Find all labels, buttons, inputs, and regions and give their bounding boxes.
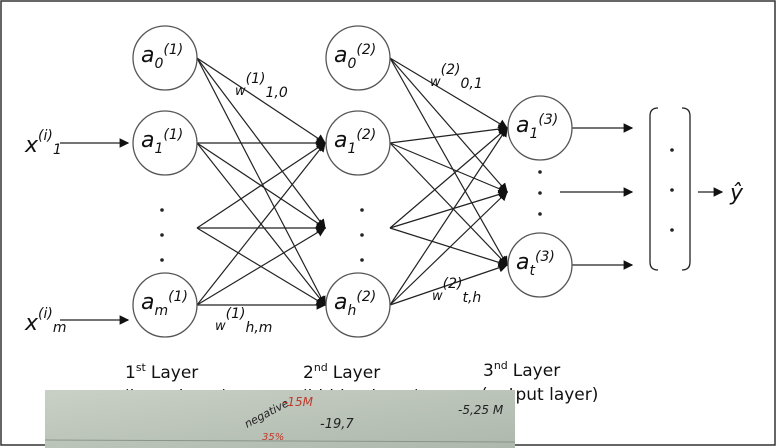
photo-note: -5,25 M	[458, 403, 504, 417]
edge	[390, 58, 507, 192]
weight-label: w(2)t,h	[432, 276, 481, 306]
ellipsis-dot	[360, 233, 364, 237]
layer-num: 2	[303, 363, 314, 383]
diagram: a0(1)a1(1)am(1)a0(2)a1(2)ah(2)a1(3)at(3)…	[0, 0, 781, 448]
layer-name: Layer	[513, 361, 560, 381]
photo-note: -19,7	[320, 417, 354, 432]
sub: 0	[154, 56, 163, 72]
ellipsis-dot	[160, 258, 164, 262]
ellipsis-dot	[670, 148, 674, 152]
input-label: x(i)m	[24, 306, 67, 336]
sub: m	[154, 303, 168, 319]
edge	[390, 143, 507, 192]
sup: (i)	[38, 128, 53, 144]
layer-title: 1st Layer	[125, 361, 198, 383]
sup: (1)	[226, 306, 246, 322]
base: a	[516, 113, 529, 138]
sup: (1)	[246, 71, 266, 87]
sup: (1)	[168, 289, 188, 305]
sub: t,h	[462, 290, 481, 306]
sup: (2)	[356, 289, 376, 305]
layer-num: 3	[483, 361, 494, 381]
layer-name: Layer	[333, 363, 380, 383]
sub: h,m	[245, 320, 272, 336]
photo-note: 35%	[262, 432, 284, 443]
input-label: x(i)1	[24, 128, 62, 158]
ellipsis-dot	[160, 208, 164, 212]
ellipsis-dot	[360, 208, 364, 212]
base: x	[24, 311, 39, 336]
base: a	[141, 290, 154, 315]
sup: (2)	[443, 276, 463, 292]
ellipsis-dot	[670, 228, 674, 232]
base: a	[334, 43, 347, 68]
edge	[390, 128, 507, 228]
base: x	[24, 133, 39, 158]
base: a	[516, 250, 529, 275]
edge	[197, 58, 325, 305]
weight-label: w(1)h,m	[215, 306, 272, 336]
weight-label: w(2)0,1	[430, 62, 483, 92]
base: a	[141, 43, 154, 68]
layer-suffix: nd	[314, 361, 328, 374]
sub: 0	[347, 56, 356, 72]
layer-title: 2nd Layer	[303, 361, 380, 383]
base: w	[215, 319, 226, 334]
photo-note: -15M	[283, 395, 314, 409]
sub: t	[529, 263, 535, 279]
sup: (2)	[441, 62, 461, 78]
sup: (3)	[535, 249, 555, 265]
layer-title: 3nd Layer	[483, 359, 560, 381]
edge	[390, 128, 507, 143]
edge	[390, 192, 507, 228]
base: w	[235, 84, 246, 99]
layer-name: Layer	[151, 363, 198, 383]
base: a	[334, 290, 347, 315]
layer-suffix: nd	[494, 359, 508, 372]
bracket	[650, 108, 690, 270]
sub: 1	[529, 126, 538, 142]
output-label: ŷ	[729, 181, 744, 206]
sup: (3)	[538, 112, 558, 128]
base: a	[141, 128, 154, 153]
ellipsis-dot	[538, 191, 542, 195]
layer-suffix: st	[136, 361, 147, 374]
base: w	[430, 75, 441, 90]
sup: (2)	[356, 42, 376, 58]
weight-label: w(1)1,0	[235, 71, 288, 101]
ellipsis-dot	[160, 233, 164, 237]
sub: 0,1	[460, 76, 482, 92]
ellipsis-dot	[670, 188, 674, 192]
labels: a0(1)a1(1)am(1)a0(2)a1(2)ah(2)a1(3)at(3)…	[24, 26, 744, 407]
sub: 1	[154, 141, 163, 157]
layer-num: 1	[125, 363, 136, 383]
sup: (2)	[356, 127, 376, 143]
sub: h	[347, 303, 356, 319]
ellipsis-dot	[360, 258, 364, 262]
sup: (i)	[38, 306, 53, 322]
base: a	[334, 128, 347, 153]
sub: 1,0	[265, 85, 287, 101]
sub: 1	[53, 142, 62, 158]
sup: (1)	[163, 42, 183, 58]
base: w	[432, 289, 443, 304]
sub: 1	[347, 141, 356, 157]
sup: (1)	[163, 127, 183, 143]
sub: m	[53, 320, 67, 336]
ellipsis-dot	[538, 170, 542, 174]
ellipsis-dot	[538, 212, 542, 216]
